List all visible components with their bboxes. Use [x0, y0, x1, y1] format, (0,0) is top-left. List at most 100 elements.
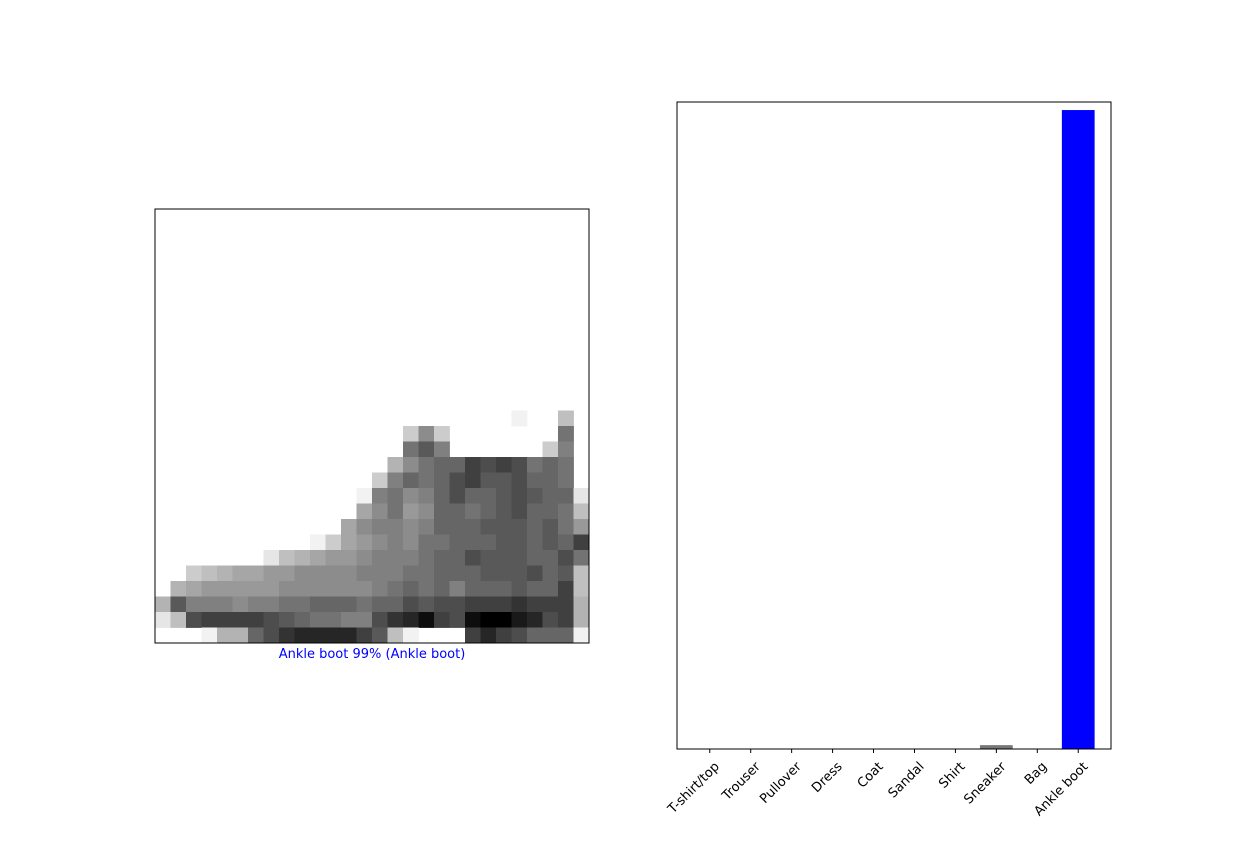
- image-pixel: [170, 581, 187, 597]
- image-pixel: [372, 596, 388, 613]
- image-pixel: [356, 565, 373, 582]
- image-pixel: [496, 581, 512, 597]
- image-pixel: [434, 565, 450, 582]
- image-pixel: [542, 441, 559, 458]
- image-pixel: [496, 565, 512, 582]
- image-pixel: [341, 596, 357, 613]
- image-pixel: [294, 581, 311, 597]
- image-pixel: [434, 581, 450, 597]
- image-pixel: [232, 627, 249, 644]
- image-pixel: [232, 565, 249, 582]
- image-pixel: [279, 596, 295, 613]
- image-pixel: [573, 488, 590, 504]
- image-pixel: [201, 596, 218, 613]
- image-pixel: [434, 612, 450, 628]
- image-pixel: [387, 550, 404, 566]
- image-pixel: [279, 550, 295, 566]
- image-pixel: [341, 550, 357, 566]
- image-pixel: [294, 565, 311, 582]
- image-pixel: [263, 596, 280, 613]
- image-pixel: [511, 550, 528, 566]
- image-pixel: [465, 550, 481, 566]
- image-pixel: [573, 519, 590, 535]
- image-pixel: [511, 503, 528, 520]
- image-pixel: [480, 457, 497, 473]
- image-pixel: [496, 534, 512, 551]
- image-pixel: [403, 581, 419, 597]
- image-pixel: [480, 534, 497, 551]
- image-pixel: [449, 534, 466, 551]
- image-pixel: [418, 581, 435, 597]
- image-pixel: [356, 596, 373, 613]
- image-pixel: [418, 488, 435, 504]
- image-pixel: [449, 596, 466, 613]
- x-tick-label: Shirt: [936, 759, 968, 791]
- image-pixel: [310, 550, 326, 566]
- image-pixel: [496, 550, 512, 566]
- image-pixel: [480, 472, 497, 489]
- image-pixel: [372, 503, 388, 520]
- image-pixel: [217, 612, 233, 628]
- image-pixel: [372, 581, 388, 597]
- image-pixel: [511, 627, 528, 644]
- image-pixel: [310, 596, 326, 613]
- image-pixel: [449, 612, 466, 628]
- image-pixel: [511, 565, 528, 582]
- image-pixel: [418, 519, 435, 535]
- image-pixel: [387, 627, 404, 644]
- image-pixel: [310, 627, 326, 644]
- image-pixel: [325, 627, 342, 644]
- image-pixel: [155, 612, 171, 628]
- image-pixel: [403, 472, 419, 489]
- image-pixel: [201, 581, 218, 597]
- image-pixel: [511, 410, 528, 427]
- image-pixel: [372, 488, 388, 504]
- image-pixel: [558, 534, 574, 551]
- image-pixel: [217, 565, 233, 582]
- image-pixel: [341, 519, 357, 535]
- image-pixel: [434, 503, 450, 520]
- image-pixel: [434, 519, 450, 535]
- image-pixel: [201, 565, 218, 582]
- image-pixel: [248, 581, 264, 597]
- image-pixel: [201, 627, 218, 644]
- image-pixel: [403, 519, 419, 535]
- image-pixel: [434, 550, 450, 566]
- image-pixel: [356, 503, 373, 520]
- image-pixel: [372, 534, 388, 551]
- image-pixel: [558, 550, 574, 566]
- image-pixel: [325, 581, 342, 597]
- bar-sneaker: [979, 745, 1013, 749]
- image-pixel: [511, 457, 528, 473]
- image-pixel: [511, 596, 528, 613]
- image-pixel: [434, 426, 450, 442]
- image-pixel: [511, 472, 528, 489]
- image-pixel: [418, 426, 435, 442]
- image-pixel: [356, 519, 373, 535]
- image-pixel: [573, 503, 590, 520]
- image-pixel: [232, 612, 249, 628]
- image-pixel: [449, 488, 466, 504]
- image-pixel: [434, 534, 450, 551]
- image-pixel: [558, 441, 574, 458]
- image-pixel: [434, 441, 450, 458]
- image-pixel: [542, 519, 559, 535]
- image-pixel: [356, 627, 373, 644]
- image-pixel: [310, 581, 326, 597]
- image-pixel: [232, 581, 249, 597]
- image-pixel: [356, 550, 373, 566]
- bar-axes-frame: [676, 101, 1112, 750]
- image-pixel: [418, 596, 435, 613]
- image-pixel: [418, 457, 435, 473]
- image-pixel: [465, 565, 481, 582]
- image-pixel: [480, 581, 497, 597]
- image-pixel: [542, 596, 559, 613]
- image-pixel: [155, 596, 171, 613]
- image-pixel: [372, 565, 388, 582]
- image-pixel: [449, 581, 466, 597]
- image-pixel: [511, 519, 528, 535]
- image-pixel: [449, 550, 466, 566]
- image-pixel: [403, 488, 419, 504]
- image-pixel: [542, 488, 559, 504]
- image-pixel: [310, 565, 326, 582]
